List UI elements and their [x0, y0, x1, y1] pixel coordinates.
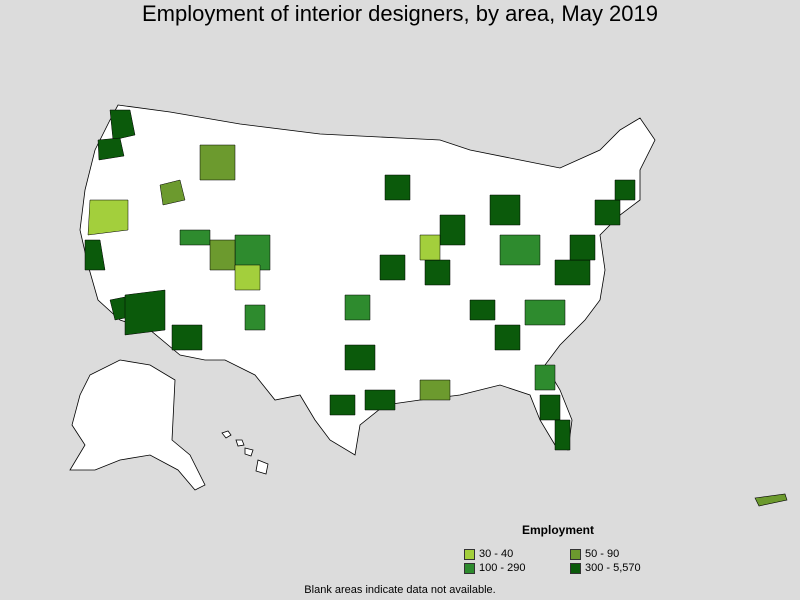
area-boston	[614, 179, 636, 201]
legend-item-50-90: 50 - 90	[570, 547, 619, 561]
legend-swatch	[570, 562, 581, 574]
legend-label: 300 - 5,570	[585, 562, 641, 574]
area-dallas	[344, 344, 376, 371]
area-detroit	[489, 194, 521, 226]
area-nm	[234, 264, 261, 291]
area-minneapolis	[384, 174, 411, 201]
area-portland	[97, 137, 125, 161]
area-montana	[199, 144, 236, 181]
legend-label: 30 - 40	[479, 548, 514, 560]
area-boise	[159, 179, 186, 206]
area-nashville	[469, 299, 496, 321]
legend-item-30-40: 30 - 40	[464, 547, 513, 561]
map-title: Employment of interior designers, by are…	[141, 1, 659, 26]
area-illinois	[419, 234, 441, 261]
map-legend: Employment 30 - 40 50 - 90 100 - 290 300…	[462, 520, 662, 580]
footnote: Blank areas indicate data not available.	[304, 584, 496, 596]
legend-swatch	[570, 548, 581, 560]
area-nevada-north	[87, 199, 129, 236]
legend-item-300-5570: 300 - 5,570	[570, 561, 641, 575]
area-st-louis	[424, 259, 451, 286]
area-atlanta	[494, 324, 521, 351]
area-tucson	[171, 324, 203, 351]
area-virginia	[554, 259, 591, 286]
area-colorado-west	[209, 239, 236, 271]
area-slc	[179, 229, 211, 246]
area-houston	[364, 389, 396, 411]
area-kansas-city	[379, 254, 406, 281]
area-austin	[329, 394, 356, 416]
area-sf	[84, 239, 106, 271]
area-albuquerque	[244, 304, 266, 331]
legend-label: 50 - 90	[585, 548, 620, 560]
legend-title: Employment	[522, 523, 595, 537]
area-chicago	[439, 214, 466, 246]
area-phoenix	[124, 289, 166, 336]
area-oklahoma	[344, 294, 371, 321]
area-carolinas	[524, 299, 566, 326]
area-ohio	[499, 234, 541, 266]
legend-swatch	[464, 562, 475, 574]
employment-areas	[84, 109, 636, 451]
area-seattle	[109, 109, 136, 141]
legend-item-100-290: 100 - 290	[464, 561, 525, 575]
area-miami	[554, 419, 571, 451]
area-tampa	[539, 394, 561, 421]
area-dc	[569, 234, 596, 261]
area-jacksonville	[534, 364, 556, 391]
area-new-orleans	[419, 379, 451, 401]
puerto-rico	[754, 493, 788, 507]
legend-swatch	[464, 548, 475, 560]
area-nyc	[594, 199, 621, 226]
legend-label: 100 - 290	[479, 562, 526, 574]
alaska-outline	[69, 359, 206, 491]
hawaii-islands	[221, 430, 269, 475]
